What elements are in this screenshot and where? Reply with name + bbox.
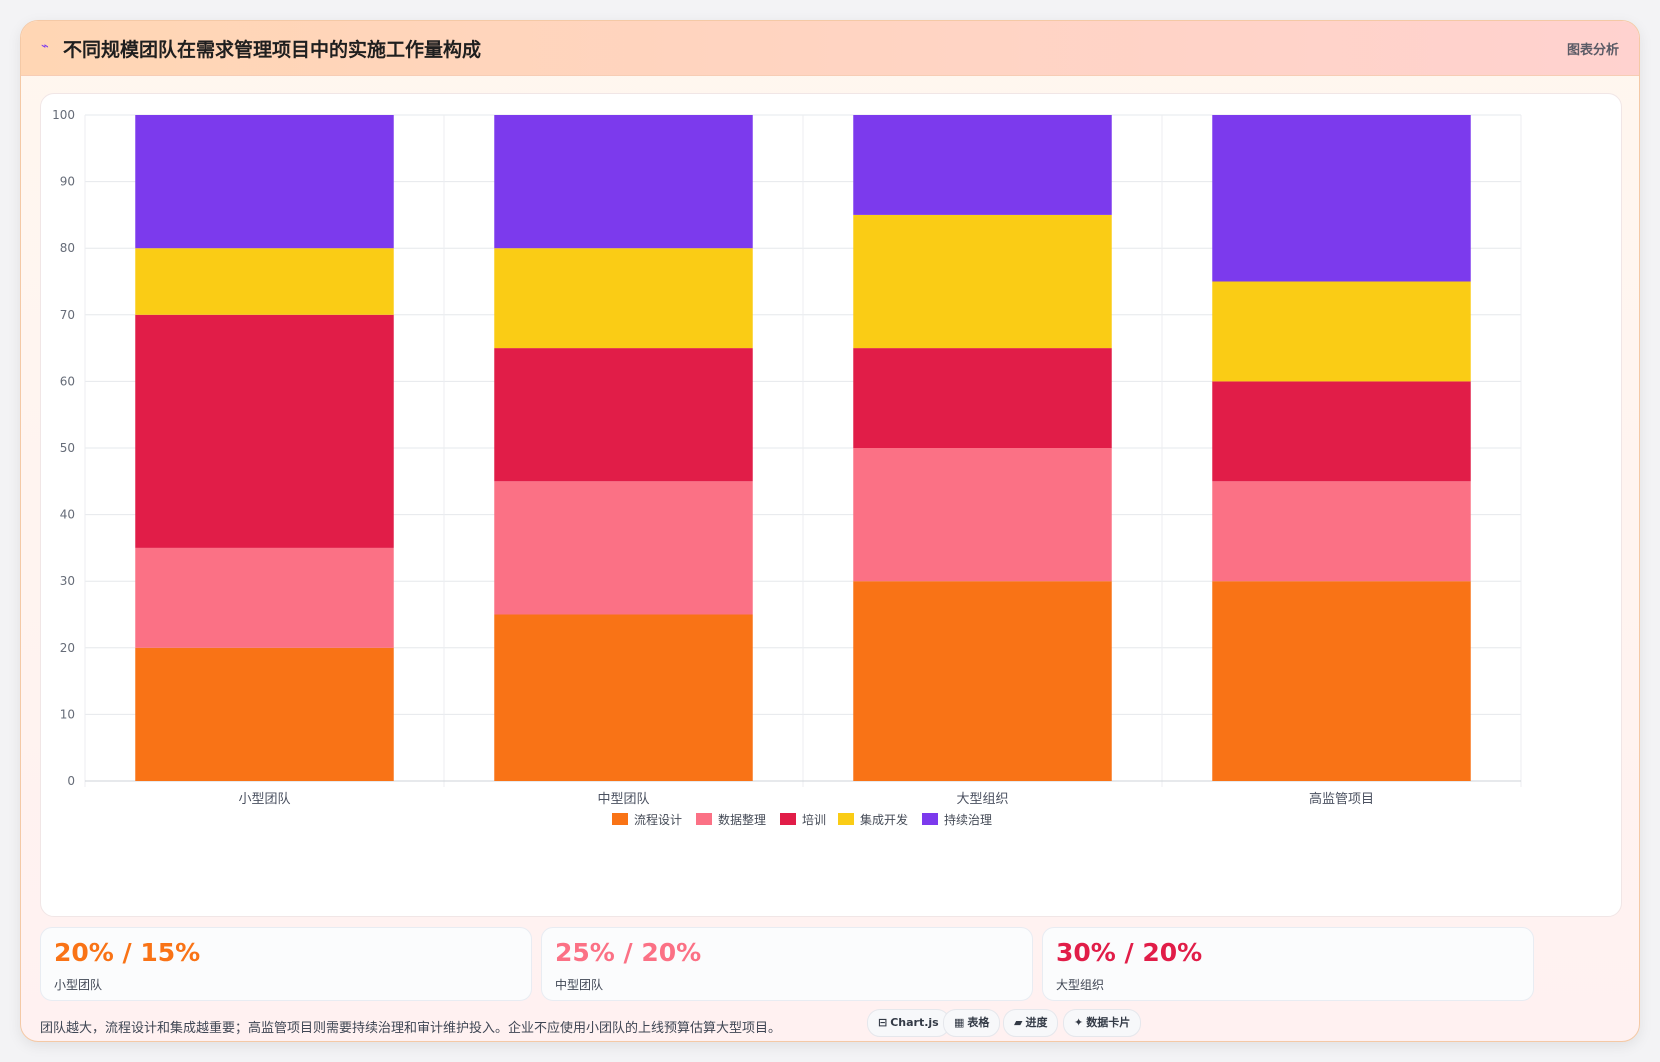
x-tick-label: 小型团队: [238, 792, 290, 807]
legend-swatch: [612, 813, 628, 825]
stat-card-large-org: 30% / 20% 大型组织: [1042, 927, 1534, 1001]
chart-icon: ⌁: [41, 39, 49, 54]
x-tick-label: 中型团队: [597, 792, 649, 807]
legend-swatch: [696, 813, 712, 825]
y-tick-label: 20: [60, 641, 75, 655]
legend-label: 持续治理: [944, 812, 992, 827]
page-title: 不同规模团队在需求管理项目中的实施工作量构成: [63, 39, 482, 61]
legend-label: 数据整理: [718, 812, 766, 827]
bar-segment: [494, 481, 753, 615]
y-tick-label: 0: [67, 774, 75, 788]
y-tick-label: 60: [60, 374, 75, 388]
pill-label: 数据卡片: [1086, 1016, 1131, 1029]
pill-label: Chart.js: [890, 1016, 939, 1029]
table-icon: ▦: [954, 1016, 965, 1029]
legend-label: 培训: [802, 812, 826, 827]
sparkle-icon: ✦: [1074, 1016, 1084, 1029]
chartjs-icon: ⊟: [878, 1016, 888, 1029]
progress-icon: ▰: [1014, 1016, 1023, 1029]
legend-label: 流程设计: [634, 812, 682, 827]
bar-segment: [1212, 281, 1471, 382]
y-tick-label: 50: [60, 441, 75, 455]
chart-analysis-tag: 图表分析: [1566, 43, 1619, 58]
bar-segment: [135, 115, 394, 249]
y-tick-label: 80: [60, 241, 75, 255]
bar-segment: [853, 581, 1112, 781]
bar-segment: [135, 647, 394, 781]
stat-value: 25% / 20%: [555, 938, 702, 967]
bar-segment: [494, 248, 753, 349]
stat-value: 30% / 20%: [1056, 938, 1203, 967]
progress-button[interactable]: ▰ 进度: [1003, 1009, 1059, 1037]
stat-label: 小型团队: [54, 978, 103, 992]
bar-segment: [853, 348, 1112, 448]
legend-swatch: [838, 813, 854, 825]
y-tick-label: 30: [60, 574, 75, 588]
bar-segment: [853, 448, 1112, 582]
bar-segment: [135, 547, 394, 648]
y-tick-label: 10: [60, 707, 75, 721]
y-tick-label: 70: [60, 308, 75, 322]
stat-value: 20% / 15%: [54, 938, 201, 967]
table-button[interactable]: ▦ 表格: [943, 1009, 1001, 1037]
stat-label: 中型团队: [555, 978, 604, 992]
bar-segment: [135, 314, 394, 548]
card-header: ⌁ 不同规模团队在需求管理项目中的实施工作量构成 图表分析: [21, 21, 1639, 76]
chart-card: ⌁ 不同规模团队在需求管理项目中的实施工作量构成 图表分析 0 10 20 30 40 5…: [20, 20, 1640, 1042]
x-tick-label: 高监管项目: [1309, 791, 1374, 807]
y-tick-label: 100: [52, 108, 75, 122]
chartjs-button[interactable]: ⊟ Chart.js: [867, 1009, 950, 1037]
pill-label: 表格: [967, 1016, 990, 1029]
bar-segment: [1212, 481, 1471, 582]
bar-segment: [494, 614, 753, 781]
stat-card-small-team: 20% / 15% 小型团队: [40, 927, 532, 1001]
x-tick-label: 大型组织: [956, 792, 1008, 807]
bar-segment: [135, 248, 394, 315]
bar-segment: [1212, 581, 1471, 781]
stat-label: 大型组织: [1056, 978, 1105, 992]
y-tick-label: 40: [60, 508, 75, 522]
summary-note: 团队越大，流程设计和集成越重要；高监管项目则需要持续治理和审计维护投入。企业不应…: [40, 1021, 782, 1036]
y-tick-label: 90: [60, 175, 75, 189]
bar-segment: [1212, 115, 1471, 282]
chart-panel: 0 10 20 30 40 50 60 70 80 90 100 小型团队 中型团队 大型组织 高监管项目流…: [40, 93, 1622, 917]
bar-segment: [853, 115, 1112, 215]
bar-segment: [1212, 381, 1471, 482]
legend: 流程设计 数据整理 培训 集成开发 持续治理: [612, 812, 992, 827]
bar-segment: [494, 115, 753, 249]
legend-label: 集成开发: [860, 812, 908, 827]
stacked-bar-chart: 0 10 20 30 40 50 60 70 80 90 100 小型团队 中型团队 大型组织 高监管项目流…: [52, 108, 1522, 827]
data-card-button[interactable]: ✦ 数据卡片: [1063, 1009, 1142, 1037]
stat-card-medium-team: 25% / 20% 中型团队: [541, 927, 1033, 1001]
bar-segment: [853, 214, 1112, 349]
bar-segment: [494, 348, 753, 482]
legend-swatch: [780, 813, 796, 825]
legend-swatch: [922, 813, 938, 825]
pill-label: 进度: [1025, 1016, 1048, 1029]
